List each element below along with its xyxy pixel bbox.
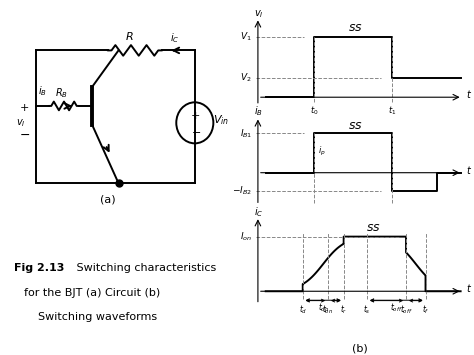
Text: $t_{off}$: $t_{off}$ [400,304,412,316]
Text: (a): (a) [100,195,115,204]
Text: Switching characteristics: Switching characteristics [73,263,217,273]
Text: $i_B$: $i_B$ [38,84,46,98]
Text: $I_{on}$: $I_{on}$ [240,230,252,243]
Text: $R$: $R$ [125,29,134,42]
Text: Fig 2.13: Fig 2.13 [14,263,64,273]
Text: $t$: $t$ [466,282,473,294]
Text: $t$: $t$ [466,88,473,100]
Text: Switching waveforms: Switching waveforms [38,312,157,322]
Text: $\mathit{ss}$: $\mathit{ss}$ [348,119,363,132]
Text: +: + [20,103,29,113]
Text: $V_2$: $V_2$ [240,72,252,84]
Text: $t_{on}$: $t_{on}$ [322,304,334,316]
Text: $I_{B1}$: $I_{B1}$ [239,127,252,140]
Text: $i_p$: $i_p$ [319,144,326,158]
Text: $t_1$: $t_1$ [388,105,397,118]
Text: $i_C$: $i_C$ [171,31,180,45]
Text: $t_0$: $t_0$ [310,105,319,118]
Text: $\mathit{ss}$: $\mathit{ss}$ [365,221,380,234]
Text: $v_I$: $v_I$ [16,117,25,129]
Text: $t_{on}$: $t_{on}$ [318,301,329,314]
Text: $t_s$: $t_s$ [363,304,371,316]
Text: $-I_{B2}$: $-I_{B2}$ [232,185,252,197]
Text: $V_{in}$: $V_{in}$ [213,113,229,127]
Text: $-$: $-$ [19,129,30,141]
Text: $\mathit{ss}$: $\mathit{ss}$ [348,21,363,34]
Text: $t_{off}$: $t_{off}$ [390,301,402,314]
Text: +: + [191,111,201,121]
Text: (b): (b) [352,343,368,354]
Text: $t$: $t$ [466,164,473,176]
Text: $R_B$: $R_B$ [55,86,68,100]
Text: for the BJT (a) Circuit (b): for the BJT (a) Circuit (b) [24,288,160,297]
Text: $i_C$: $i_C$ [254,205,264,219]
Text: $v_I$: $v_I$ [254,8,264,20]
Text: $V_1$: $V_1$ [240,31,252,43]
Text: $t_d$: $t_d$ [299,304,307,316]
Text: $-$: $-$ [191,126,201,136]
Text: $i_B$: $i_B$ [255,105,264,119]
Text: $t_r$: $t_r$ [340,304,347,316]
Text: $t_f$: $t_f$ [422,304,429,316]
